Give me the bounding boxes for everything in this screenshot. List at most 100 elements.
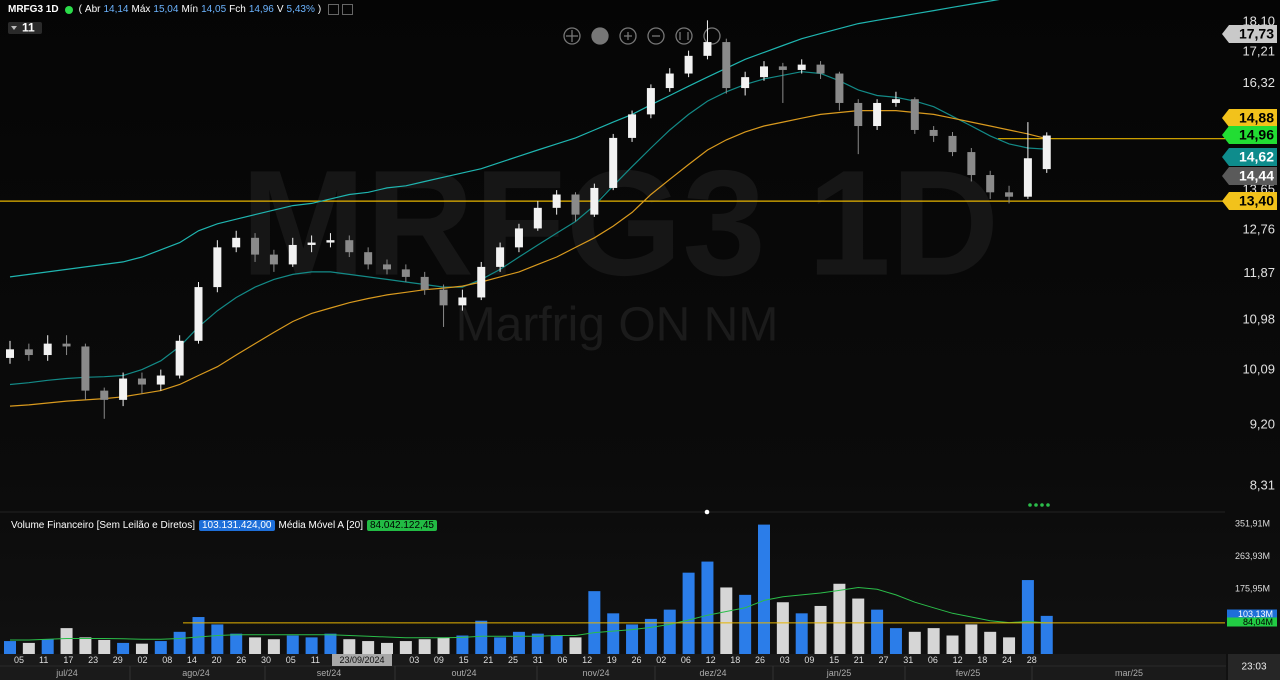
volume-bar — [267, 639, 280, 654]
x-tick-label: 18 — [730, 655, 740, 665]
candle-body — [910, 99, 919, 130]
x-tick-label: 11 — [39, 655, 48, 665]
candle-body — [778, 66, 787, 70]
candle-body — [1042, 135, 1051, 170]
candle-body — [439, 289, 448, 306]
volume-bar — [230, 633, 243, 654]
candle-body — [609, 137, 618, 188]
x-tick-label: 06 — [681, 655, 691, 665]
x-tick-label: 30 — [261, 655, 271, 665]
volume-header: Volume Financeiro [Sem Leilão e Diretos]… — [11, 520, 437, 531]
month-label: dez/24 — [699, 668, 726, 678]
price-tag — [1222, 192, 1277, 210]
symbol: MRFG3 1D — [8, 4, 59, 15]
volume-bar — [324, 633, 337, 654]
y-tick-label: 10,09 — [1242, 362, 1275, 377]
x-tick-label: 06 — [557, 655, 567, 665]
candle-body — [514, 228, 523, 248]
candle-body — [665, 73, 674, 89]
candle-body — [81, 346, 90, 391]
x-tick-label: 11 — [311, 655, 320, 665]
volume-bar — [381, 642, 393, 654]
price-tag-label: 13,40 — [1239, 193, 1274, 209]
candle-body — [232, 237, 241, 248]
quote-label: Abr — [84, 4, 101, 15]
candle-body — [458, 297, 467, 306]
quote-label: Máx — [131, 4, 151, 15]
month-dividers — [129, 666, 1033, 680]
cursor-date-bg — [332, 654, 392, 666]
x-tick-label: 19 — [607, 655, 617, 665]
candle-body — [137, 378, 146, 385]
watermark: MRFG3 1D — [241, 139, 999, 307]
fit-tool[interactable] — [675, 27, 693, 45]
candle-body — [420, 276, 429, 290]
volume-bar — [814, 605, 827, 654]
x-tick-label: 21 — [483, 655, 493, 665]
quote-label: V — [276, 4, 284, 15]
x-tick-label: 15 — [829, 655, 839, 665]
volume-bar — [437, 637, 450, 654]
candle-body — [703, 42, 712, 56]
volume-bar — [776, 602, 789, 654]
month-label: ago/24 — [182, 668, 210, 678]
month-label: jan/25 — [826, 668, 852, 678]
month-label: out/24 — [451, 668, 476, 678]
candle-body — [477, 266, 486, 298]
x-tick-label: 25 — [508, 655, 518, 665]
zoom-out[interactable] — [647, 27, 665, 45]
x-tick-label: 21 — [854, 655, 864, 665]
volume-tag — [1227, 617, 1277, 627]
volume-bar — [739, 594, 752, 654]
status-dot — [64, 5, 73, 14]
candle-body — [854, 102, 863, 127]
candle-body — [552, 194, 561, 208]
volume-bar — [41, 639, 54, 654]
candle-body — [6, 349, 14, 358]
volume-bar — [852, 598, 865, 654]
x-tick-label: 31 — [903, 655, 913, 665]
candle-body — [194, 287, 203, 341]
volume-bar — [984, 631, 997, 654]
volume-bar — [399, 641, 412, 654]
price-tag — [1222, 109, 1277, 127]
time-axis — [0, 654, 1226, 680]
y-tick-label: 18,10 — [1242, 13, 1275, 28]
hand-tool[interactable] — [591, 27, 609, 45]
candle-body — [873, 102, 882, 127]
y-tick-label: 8,31 — [1250, 477, 1275, 492]
crosshair-tool[interactable] — [563, 27, 581, 45]
collapse-btn[interactable] — [328, 4, 340, 15]
x-tick-label: 12 — [706, 655, 716, 665]
candle-body — [288, 244, 297, 265]
volume-bar — [607, 613, 620, 654]
price-tag — [1222, 25, 1277, 43]
price-tag-label: 14,88 — [1239, 110, 1274, 126]
candle-body — [590, 187, 599, 215]
volume-bar — [456, 635, 469, 654]
volume-bar — [362, 641, 375, 654]
candle-body — [684, 55, 693, 74]
axes: 18,1017,2116,3213,6512,7611,8710,9810,09… — [14, 13, 1277, 678]
ma-value: 84.042.122,45 — [367, 520, 437, 531]
candle-body — [1005, 192, 1014, 197]
reset-tool[interactable] — [703, 27, 721, 45]
candle-body — [722, 42, 731, 89]
volume-bar — [211, 624, 224, 654]
y-tick-label: 10,98 — [1242, 311, 1275, 326]
moving-average — [9, 0, 1000, 278]
badge-arrow[interactable] — [11, 26, 17, 30]
zoom-in[interactable] — [619, 27, 637, 45]
volume-bar — [531, 633, 544, 654]
clock: 23:03 — [1241, 662, 1266, 673]
add-btn[interactable] — [342, 4, 354, 15]
quote-value: 14,14 — [103, 4, 129, 15]
candle-body — [43, 343, 52, 356]
volume-bar — [98, 639, 111, 654]
volume-bar — [475, 620, 488, 654]
price-pane — [0, 0, 1225, 419]
volume-tick-label: 263,93M — [1235, 551, 1270, 561]
volume-ma — [10, 586, 1047, 641]
volume-pane — [4, 524, 1225, 654]
